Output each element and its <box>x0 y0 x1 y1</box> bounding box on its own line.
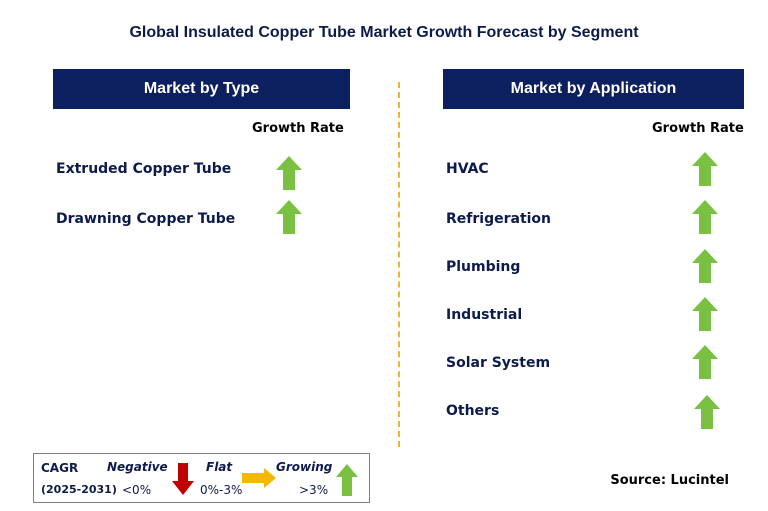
application-item-label: Others <box>446 403 500 419</box>
source-label: Source: Lucintel <box>610 473 729 488</box>
left-panel-header: Market by Type <box>53 69 350 109</box>
legend-growing-range: >3% <box>299 483 329 497</box>
up-arrow-icon <box>276 200 302 234</box>
cagr-legend: CAGR (2025-2031) Negative <0% Flat 0%-3%… <box>33 453 370 503</box>
legend-negative-label: Negative <box>107 460 168 474</box>
application-item-label: Industrial <box>446 307 523 323</box>
up-arrow-icon <box>692 200 718 234</box>
page-title: Global Insulated Copper Tube Market Grow… <box>129 24 639 41</box>
legend-negative-range: <0% <box>122 483 152 497</box>
up-arrow-icon <box>692 345 718 379</box>
legend-flat-range: 0%-3% <box>200 483 243 497</box>
right-panel-header: Market by Application <box>443 69 744 109</box>
application-item-label: Refrigeration <box>446 211 552 227</box>
up-arrow-icon <box>336 464 358 496</box>
panel-divider <box>398 82 400 447</box>
right-arrow-icon <box>242 468 276 488</box>
legend-cagr-label: CAGR <box>41 461 79 475</box>
type-item-label: Drawning Copper Tube <box>56 211 236 227</box>
up-arrow-icon <box>694 395 720 429</box>
type-item-label: Extruded Copper Tube <box>56 161 232 177</box>
left-growth-rate-label: Growth Rate <box>252 121 344 136</box>
up-arrow-icon <box>692 297 718 331</box>
application-item-label: Solar System <box>446 355 551 371</box>
legend-period: (2025-2031) <box>41 483 117 496</box>
legend-growing-label: Growing <box>276 460 333 474</box>
up-arrow-icon <box>692 249 718 283</box>
up-arrow-icon <box>692 152 718 186</box>
legend-flat-label: Flat <box>206 460 233 474</box>
down-arrow-icon <box>172 463 194 495</box>
up-arrow-icon <box>276 156 302 190</box>
right-growth-rate-label: Growth Rate <box>652 121 744 136</box>
application-item-label: Plumbing <box>446 259 521 275</box>
application-item-label: HVAC <box>446 161 489 177</box>
